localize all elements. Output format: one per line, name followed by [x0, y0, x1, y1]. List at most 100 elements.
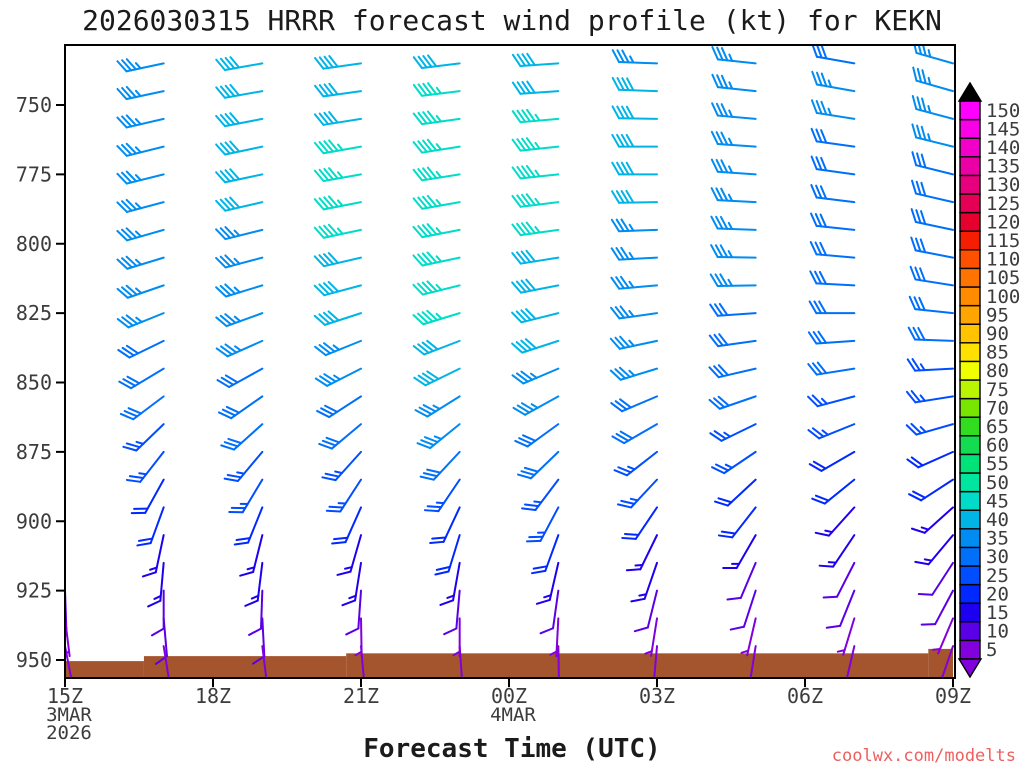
- colorbar-label: 10: [986, 621, 1009, 643]
- barb-stroke: [818, 423, 856, 440]
- wind-barb: [313, 223, 362, 239]
- barb-stroke: [118, 380, 133, 390]
- barb-stroke: [716, 114, 757, 120]
- barb-stroke: [526, 108, 536, 122]
- colorbar-label: 35: [986, 528, 1009, 550]
- barb-stroke: [219, 255, 232, 268]
- wind-barb: [905, 422, 954, 436]
- terrain-surface: [65, 648, 953, 678]
- barb-stroke: [611, 76, 621, 91]
- wind-barb: [215, 226, 264, 241]
- barb-stroke: [422, 472, 439, 478]
- barb-stroke: [711, 466, 726, 475]
- barb-stroke: [610, 276, 621, 290]
- colorbar-box: [959, 546, 981, 567]
- wind-barb: [521, 478, 560, 511]
- barb-stroke: [815, 367, 856, 376]
- barb-stroke: [920, 210, 927, 225]
- wind-barb: [810, 155, 856, 176]
- barb-stroke: [713, 397, 726, 409]
- barb-stroke: [121, 200, 133, 212]
- barb-stroke: [134, 146, 142, 154]
- wind-barb: [906, 450, 954, 469]
- barb-stroke: [125, 142, 138, 155]
- colorbar-box: [959, 156, 981, 177]
- barb-stroke: [923, 506, 954, 534]
- barb-stroke: [714, 244, 724, 259]
- barb-stroke: [217, 411, 233, 420]
- wind-barb: [909, 265, 954, 287]
- colorbar-label: 70: [986, 397, 1009, 419]
- barb-stroke: [708, 398, 721, 410]
- wind-barb: [908, 478, 954, 502]
- barb-stroke: [125, 85, 137, 99]
- barb-stroke: [412, 225, 424, 239]
- barb-stroke: [520, 370, 534, 381]
- barb-stroke: [618, 312, 658, 320]
- barb-stroke: [908, 493, 923, 502]
- barb-stroke: [330, 423, 362, 450]
- barb-stroke: [623, 423, 658, 445]
- barb-stroke: [615, 190, 625, 204]
- barb-stroke: [432, 404, 441, 410]
- barb-stroke: [421, 252, 433, 265]
- barb-stroke: [628, 339, 635, 347]
- colorbar-label: 25: [986, 565, 1009, 587]
- barb-stroke: [552, 589, 560, 630]
- wind-barb: [609, 366, 658, 381]
- barb-stroke: [452, 650, 461, 657]
- x-tick-label: 06Z: [787, 684, 823, 708]
- barb-stroke: [818, 270, 827, 285]
- barb-column-03Z: [609, 49, 658, 678]
- barb-stroke: [127, 312, 165, 329]
- barb-stroke: [229, 168, 241, 181]
- barb-stroke: [221, 408, 237, 417]
- barb-stroke: [328, 55, 339, 68]
- wind-barb: [412, 251, 461, 267]
- barb-stroke: [219, 284, 232, 297]
- barb-stroke: [519, 256, 560, 265]
- wind-barb: [512, 395, 560, 416]
- barb-stroke: [19, 63, 28, 73]
- barb-stroke: [224, 254, 236, 266]
- wind-barb: [313, 310, 362, 326]
- barb-stroke: [437, 478, 461, 513]
- barb-stroke: [521, 165, 532, 179]
- barb-stroke: [639, 534, 658, 571]
- barb-stroke: [740, 649, 750, 654]
- barb-stroke: [620, 246, 630, 261]
- barb-stroke: [724, 463, 734, 469]
- barb-stroke: [215, 143, 227, 156]
- barb-column-19Z: [215, 56, 268, 678]
- barb-stroke: [921, 97, 927, 113]
- wind-barb: [65, 117, 66, 120]
- barb-stroke: [919, 238, 927, 254]
- wind-barb: [920, 589, 954, 626]
- barb-stroke: [128, 339, 165, 359]
- barb-stroke: [336, 143, 344, 151]
- barb-stroke: [333, 536, 349, 541]
- wind-barb: [325, 478, 362, 513]
- barb-stroke: [426, 339, 439, 351]
- barb-stroke: [616, 49, 625, 64]
- barb-stroke: [126, 284, 165, 299]
- barb-stroke: [333, 374, 341, 381]
- colorbar-box: [959, 528, 981, 549]
- colorbar-box: [959, 249, 981, 270]
- wind-barb: [811, 478, 856, 505]
- barb-stroke: [341, 599, 357, 607]
- barb-stroke: [910, 527, 926, 534]
- barb-stroke: [915, 108, 954, 120]
- wind-barb: [511, 249, 560, 265]
- wind-barb: [913, 45, 954, 65]
- barb-stroke: [121, 86, 133, 100]
- barb-stroke: [215, 58, 226, 71]
- barb-stroke: [908, 295, 917, 311]
- wind-barb: [708, 395, 757, 410]
- barb-stroke: [525, 249, 537, 263]
- barb-stroke: [24, 289, 34, 297]
- barb-stroke: [534, 225, 541, 234]
- barb-stroke: [910, 390, 922, 403]
- barb-stroke: [327, 195, 339, 208]
- barb-stroke: [130, 367, 165, 390]
